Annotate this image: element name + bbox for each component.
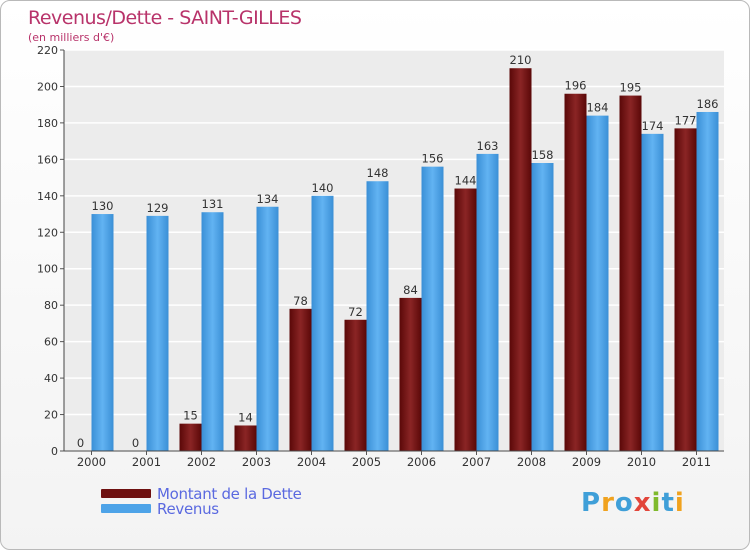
x-tick-label-2008: 2008: [517, 455, 546, 469]
data-label-revenus-2001: 129: [147, 201, 169, 215]
bar-revenus-2007: [476, 153, 499, 452]
y-tick-label: 100: [37, 263, 58, 276]
proxiti-logo: Proxiti: [581, 488, 685, 518]
x-tick-label-2002: 2002: [187, 455, 216, 469]
x-tick-label-2000: 2000: [77, 455, 106, 469]
logo-letter: t: [661, 488, 675, 518]
data-label-dette-2001: 0: [132, 436, 139, 450]
bar-dette-2005: [344, 319, 367, 451]
data-label-dette-2003: 14: [238, 410, 253, 424]
data-label-revenus-2010: 174: [642, 119, 664, 133]
logo-letter: x: [633, 488, 652, 518]
data-label-revenus-2000: 130: [92, 199, 114, 213]
data-label-revenus-2011: 186: [697, 97, 719, 111]
logo-letter: i: [674, 488, 685, 518]
bar-revenus-2006: [421, 166, 444, 451]
legend-label-dette: Montant de la Dette: [157, 484, 302, 503]
bar-dette-2002: [179, 423, 202, 451]
legend-item-revenus: Revenus: [101, 499, 302, 518]
legend-item-dette: Montant de la Dette: [101, 484, 302, 503]
y-tick-label: 180: [37, 117, 58, 130]
legend-label-revenus: Revenus: [157, 499, 219, 518]
data-label-dette-2007: 144: [455, 174, 477, 188]
bar-dette-2009: [564, 93, 587, 451]
y-tick-label: 60: [44, 336, 58, 349]
x-tick-label-2007: 2007: [462, 455, 491, 469]
logo-letter: r: [601, 488, 615, 518]
bar-dette-2010: [619, 95, 642, 452]
bar-revenus-2001: [146, 215, 169, 451]
data-label-dette-2005: 72: [348, 305, 363, 319]
y-tick-label: 220: [37, 44, 58, 57]
x-tick-label-2004: 2004: [297, 455, 326, 469]
x-tick-label-2011: 2011: [682, 455, 711, 469]
x-tick-label-2001: 2001: [132, 455, 161, 469]
logo-letter: i: [651, 488, 662, 518]
data-label-dette-2000: 0: [77, 436, 84, 450]
data-label-revenus-2002: 131: [202, 197, 224, 211]
data-label-dette-2010: 195: [620, 81, 642, 95]
y-tick-label: 0: [51, 445, 58, 458]
data-label-dette-2011: 177: [675, 113, 697, 127]
bar-revenus-2005: [366, 181, 389, 451]
bar-dette-2007: [454, 188, 477, 451]
data-label-revenus-2008: 158: [532, 148, 554, 162]
logo-letter: P: [581, 488, 602, 518]
data-label-dette-2002: 15: [183, 409, 198, 423]
y-tick-label: 140: [37, 190, 58, 203]
x-tick-label-2003: 2003: [242, 455, 271, 469]
chart-title: Revenus/Dette - SAINT-GILLES: [28, 7, 302, 29]
data-label-dette-2008: 210: [510, 53, 532, 67]
chart-subtitle: (en milliers d'€): [28, 31, 115, 44]
x-tick-label-2010: 2010: [627, 455, 656, 469]
logo-letter: o: [614, 488, 634, 518]
data-label-revenus-2009: 184: [587, 101, 609, 115]
bar-revenus-2010: [641, 133, 664, 451]
data-label-revenus-2005: 148: [367, 166, 389, 180]
data-label-revenus-2007: 163: [477, 139, 499, 153]
data-label-dette-2006: 84: [403, 283, 418, 297]
data-label-revenus-2006: 156: [422, 152, 444, 166]
legend: Montant de la Dette Revenus: [101, 484, 302, 518]
bar-revenus-2002: [201, 212, 224, 451]
bar-dette-2004: [289, 308, 312, 451]
data-label-revenus-2004: 140: [312, 181, 334, 195]
y-tick-label: 20: [44, 409, 58, 422]
legend-swatch-revenus: [101, 504, 151, 513]
y-tick-label: 160: [37, 153, 58, 166]
data-label-dette-2004: 78: [293, 294, 308, 308]
legend-swatch-dette: [101, 489, 151, 498]
bar-revenus-2009: [586, 115, 609, 452]
bar-dette-2008: [509, 68, 532, 452]
plot-area: [64, 50, 724, 451]
bar-revenus-2008: [531, 163, 554, 451]
y-tick-label: 120: [37, 226, 58, 239]
x-tick-label-2009: 2009: [572, 455, 601, 469]
bar-dette-2011: [674, 128, 697, 452]
y-tick-label: 200: [37, 80, 58, 93]
y-tick-label: 40: [44, 372, 58, 385]
bar-revenus-2000: [91, 214, 114, 451]
bar-revenus-2004: [311, 195, 334, 451]
data-label-dette-2009: 196: [565, 79, 587, 93]
bar-dette-2003: [234, 425, 257, 451]
bar-revenus-2011: [696, 111, 719, 452]
y-tick-label: 80: [44, 299, 58, 312]
data-label-revenus-2003: 134: [257, 192, 279, 206]
bar-revenus-2003: [256, 206, 279, 451]
x-tick-label-2006: 2006: [407, 455, 436, 469]
bar-dette-2006: [399, 297, 422, 451]
x-tick-label-2005: 2005: [352, 455, 381, 469]
